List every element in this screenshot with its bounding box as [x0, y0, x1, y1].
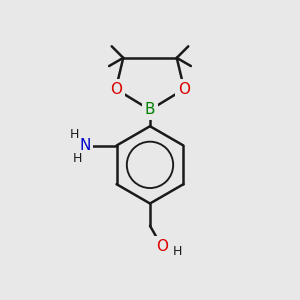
- Text: O: O: [178, 82, 190, 97]
- Text: H: H: [173, 244, 182, 258]
- Text: B: B: [145, 102, 155, 117]
- Text: N: N: [80, 138, 91, 153]
- Text: O: O: [110, 82, 122, 97]
- Text: H: H: [69, 128, 79, 141]
- Text: H: H: [73, 152, 83, 164]
- Text: O: O: [156, 239, 168, 254]
